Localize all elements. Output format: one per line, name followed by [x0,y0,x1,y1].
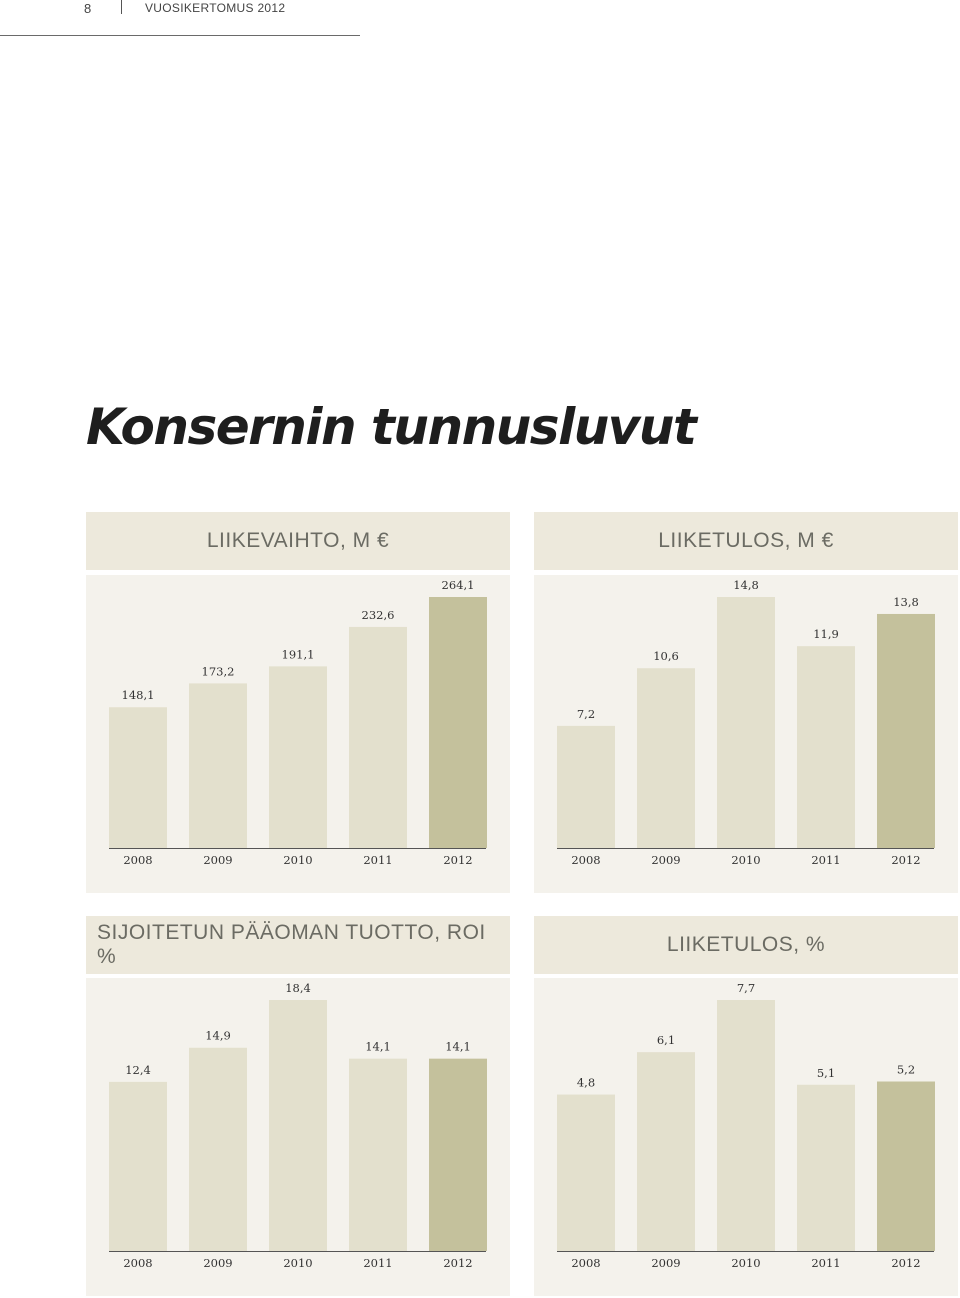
chart-liikevaihto: 148,1 2008 173,2 2009 191,1 2010 232,6 2011 264,… [86,575,510,893]
value-label-2010: 191,1 [282,647,315,661]
year-label-2009: 2009 [651,853,680,867]
bar-2009 [637,1052,695,1251]
year-label-2010: 2010 [731,1256,760,1270]
value-label-2011: 11,9 [813,627,839,641]
value-label-2012: 13,8 [893,595,919,609]
value-label-2010: 14,8 [733,578,759,592]
page-header: 8 VUOSIKERTOMUS 2012 [0,0,360,36]
bar-2009 [637,668,695,848]
bar-2008 [557,1094,615,1251]
year-label-2012: 2012 [443,853,472,867]
value-label-2011: 14,1 [365,1040,391,1054]
value-label-2012: 14,1 [445,1040,471,1054]
chart-title-liiketulos-meur: LIIKETULOS, M € [534,512,958,570]
chart-liikevaihto-svg: 148,1 2008 173,2 2009 191,1 2010 232,6 2011 264,… [109,578,487,867]
year-label-2011: 2011 [811,853,840,867]
bar-2008 [109,1081,167,1251]
bar-2009 [189,683,247,848]
year-label-2012: 2012 [891,1256,920,1270]
chart-title-liiketulos-pct: LIIKETULOS, % [534,916,958,974]
year-label-2010: 2010 [731,853,760,867]
bar-2012 [429,1058,487,1251]
bar-2010 [269,1000,327,1251]
year-label-2008: 2008 [123,1256,152,1270]
year-label-2009: 2009 [651,1256,680,1270]
year-label-2009: 2009 [203,1256,232,1270]
value-label-2010: 18,4 [285,981,311,995]
value-label-2012: 264,1 [442,578,475,592]
bar-2012 [877,613,935,848]
value-label-2008: 4,8 [577,1076,595,1090]
bar-2008 [109,707,167,848]
page-title: Konsernin tunnusluvut [86,398,697,456]
bar-2009 [189,1047,247,1251]
chart-liiketulos-pct: 4,8 2008 6,1 2009 7,7 2010 5,1 2011 5,2 2012 [534,978,958,1296]
header-divider [121,0,122,14]
value-label-2008: 7,2 [577,707,595,721]
year-label-2011: 2011 [363,853,392,867]
bar-2010 [717,1000,775,1251]
year-label-2009: 2009 [203,853,232,867]
bar-2012 [877,1081,935,1251]
value-label-2009: 173,2 [202,664,235,678]
year-label-2010: 2010 [283,1256,312,1270]
year-label-2008: 2008 [571,1256,600,1270]
bar-2011 [797,1084,855,1251]
bar-2008 [557,725,615,848]
year-label-2008: 2008 [123,853,152,867]
value-label-2008: 12,4 [125,1063,151,1077]
value-label-2010: 7,7 [737,981,755,995]
chart-title-roi: SIJOITETUN PÄÄOMAN TUOTTO, ROI % [86,916,510,974]
chart-title-liikevaihto: LIIKEVAIHTO, M € [86,512,510,570]
value-label-2008: 148,1 [122,688,155,702]
value-label-2009: 6,1 [657,1033,675,1047]
bar-2011 [349,1058,407,1251]
year-label-2011: 2011 [363,1256,392,1270]
value-label-2011: 232,6 [362,608,395,622]
year-label-2012: 2012 [443,1256,472,1270]
bar-2010 [717,597,775,848]
chart-liiketulos-meur: 7,2 2008 10,6 2009 14,8 2010 11,9 2011 13,8 2012 [534,575,958,893]
bar-2011 [797,646,855,848]
chart-liiketulos-pct-svg: 4,8 2008 6,1 2009 7,7 2010 5,1 2011 5,2 2012 [557,981,935,1270]
year-label-2011: 2011 [811,1256,840,1270]
year-label-2012: 2012 [891,853,920,867]
value-label-2011: 5,1 [817,1066,835,1080]
year-label-2008: 2008 [571,853,600,867]
bar-2010 [269,666,327,848]
value-label-2012: 5,2 [897,1062,915,1076]
value-label-2009: 14,9 [205,1029,231,1043]
chart-roi: 12,4 2008 14,9 2009 18,4 2010 14,1 2011 14,1 2012 [86,978,510,1296]
report-title: VUOSIKERTOMUS 2012 [145,1,286,15]
year-label-2010: 2010 [283,853,312,867]
value-label-2009: 10,6 [653,649,679,663]
page-number: 8 [84,1,92,16]
bar-2011 [349,626,407,848]
chart-liiketulos-meur-svg: 7,2 2008 10,6 2009 14,8 2010 11,9 2011 13,8 2012 [557,578,935,867]
bar-2012 [429,597,487,848]
chart-roi-svg: 12,4 2008 14,9 2009 18,4 2010 14,1 2011 14,1 2012 [109,981,487,1270]
